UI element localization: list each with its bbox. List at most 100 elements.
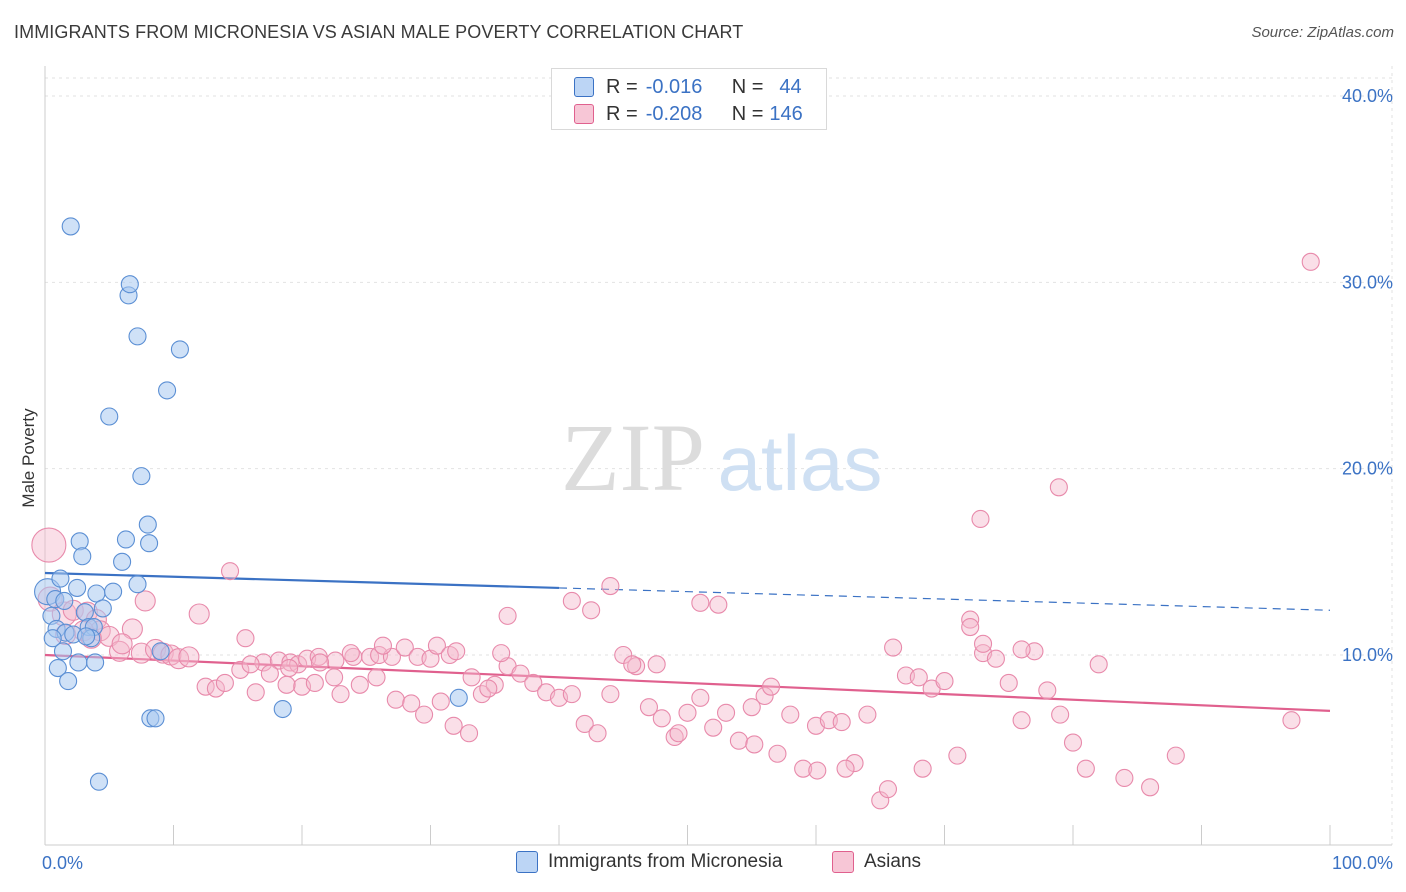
- asians-point: [652, 709, 671, 728]
- legend-item-micronesia: Immigrants from Micronesia: [516, 851, 782, 873]
- asians-point: [427, 636, 446, 655]
- asians-point: [704, 718, 723, 737]
- asians-point: [781, 705, 800, 724]
- micronesia-point: [73, 547, 92, 566]
- asians-point: [178, 646, 200, 668]
- micronesia-point: [43, 629, 62, 648]
- asians-point: [601, 577, 620, 596]
- asians-point: [808, 761, 827, 780]
- axes: [44, 66, 1392, 846]
- asians-point: [331, 685, 350, 704]
- micronesia-point: [59, 672, 78, 691]
- legend-row-asians: R = -0.208 N = 146: [574, 101, 803, 127]
- micronesia-point: [89, 772, 109, 791]
- micronesia-point: [449, 688, 468, 707]
- asians-point: [562, 591, 581, 611]
- micronesia-point: [70, 532, 89, 551]
- micronesia-point: [158, 381, 177, 400]
- asians-point: [691, 593, 710, 612]
- asians-point: [832, 713, 851, 732]
- micronesia-trend-line: [44, 571, 560, 590]
- asians-point: [111, 633, 133, 655]
- y-tick-label: 40.0%: [1342, 86, 1393, 106]
- legend-n-value: 44: [779, 75, 802, 98]
- micronesia-point: [104, 582, 123, 601]
- asians-point: [386, 690, 405, 709]
- micronesia-point: [146, 709, 165, 728]
- asians-point: [326, 651, 345, 670]
- asians-point: [1076, 759, 1095, 778]
- asians-point: [678, 703, 697, 722]
- asians-point: [289, 655, 308, 674]
- asians-point: [241, 655, 260, 674]
- asians-point: [1038, 681, 1057, 700]
- asians-point: [1049, 478, 1068, 497]
- asians-point: [341, 644, 360, 663]
- legend-r-value: -0.208: [645, 102, 703, 125]
- asians-point: [588, 724, 607, 743]
- asians-point: [794, 759, 813, 778]
- micronesia-point: [120, 275, 139, 294]
- legend-n-value: 146: [769, 102, 803, 125]
- asians-point: [913, 759, 932, 778]
- asians-point: [709, 595, 728, 614]
- asians-point: [325, 668, 344, 687]
- legend-r-label: R =: [606, 75, 638, 98]
- asians-point: [459, 724, 479, 743]
- data-points: [31, 217, 1320, 810]
- asians-point: [444, 716, 463, 735]
- asians-point: [768, 744, 787, 763]
- micronesia-point: [132, 467, 151, 486]
- asians-point: [836, 759, 855, 778]
- asians-point: [858, 705, 877, 724]
- asians-point: [878, 780, 898, 799]
- asians-point: [623, 655, 642, 674]
- legend-label-micronesia: Immigrants from Micronesia: [548, 851, 783, 872]
- asians-point: [1115, 768, 1134, 788]
- asians-point: [961, 610, 980, 629]
- series-legend: Immigrants from Micronesia Asians: [0, 851, 1406, 879]
- micronesia-trend-extension: [558, 587, 1331, 611]
- asians-point: [415, 705, 434, 724]
- asians-point: [729, 731, 748, 750]
- correlation-legend: R = -0.016 N = 44 R = -0.208 N = 146: [551, 68, 827, 130]
- micronesia-point: [51, 569, 70, 588]
- micronesia-point: [113, 552, 132, 571]
- asians-point: [431, 692, 450, 711]
- y-axis-label: Male Poverty: [19, 408, 38, 508]
- asians-point: [1166, 746, 1185, 765]
- micronesia-point: [68, 578, 87, 597]
- asians-point: [134, 590, 156, 612]
- asians-point: [948, 746, 967, 765]
- asians-point: [669, 724, 688, 743]
- asians-point: [421, 649, 440, 668]
- asians-point: [691, 688, 710, 707]
- asians-point: [1012, 640, 1031, 659]
- asians-point: [935, 672, 954, 691]
- micronesia-point: [53, 642, 73, 661]
- micronesia-point: [55, 591, 74, 611]
- micronesia-point: [61, 217, 80, 236]
- asians-point: [639, 698, 659, 717]
- asians-point: [582, 601, 601, 620]
- y-tick-label: 20.0%: [1342, 459, 1393, 479]
- asians-point: [373, 636, 393, 655]
- legend-row-micronesia: R = -0.016 N = 44: [574, 74, 802, 100]
- asians-point: [130, 642, 152, 664]
- asians-point: [1301, 252, 1320, 271]
- micronesia-point: [128, 575, 147, 594]
- x-tick-label: 100.0%: [1332, 853, 1393, 873]
- asians-point: [884, 638, 903, 657]
- asians-point: [220, 562, 240, 581]
- micronesia-point: [86, 653, 105, 672]
- legend-swatch-blue: [516, 851, 538, 873]
- asians-point: [350, 675, 369, 694]
- micronesia-point: [151, 642, 170, 661]
- asians-point: [647, 655, 666, 674]
- micronesia-point: [170, 340, 189, 359]
- asians-point: [395, 638, 414, 657]
- asians-point: [310, 653, 330, 672]
- asians-point: [1051, 705, 1070, 724]
- asians-point: [971, 509, 990, 529]
- legend-n-label: N =: [731, 102, 764, 125]
